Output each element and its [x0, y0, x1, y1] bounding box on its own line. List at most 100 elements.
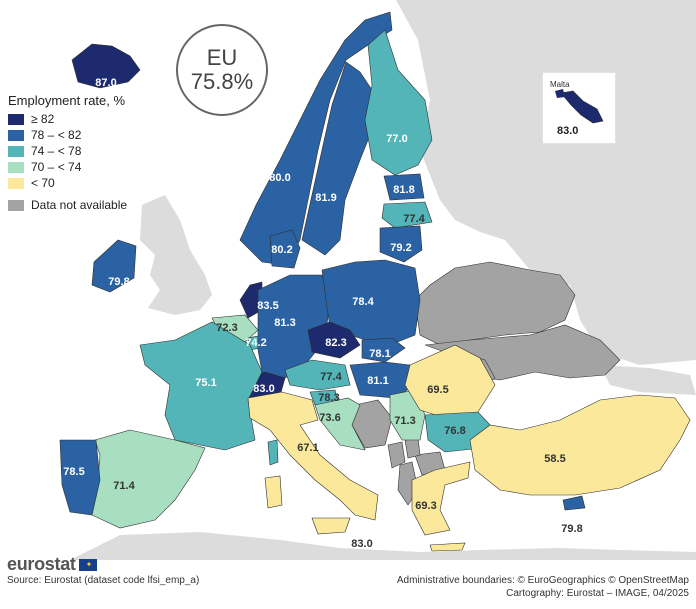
malta-inset-value: 83.0: [557, 125, 579, 137]
label-croatia: 73.6: [319, 412, 340, 424]
label-serbia: 71.3: [394, 415, 415, 427]
label-malta: 83.0: [351, 538, 372, 550]
sicily-shape: [311, 517, 351, 535]
lithuania-shape: [379, 225, 423, 263]
austria-shape: [284, 359, 351, 391]
malta-inset-title: Malta: [550, 80, 570, 89]
label-france: 75.1: [195, 377, 216, 389]
label-romania: 69.5: [427, 384, 448, 396]
eurostat-logo: eurostat ✦: [7, 554, 97, 575]
eu-average-badge: EU 75.8%: [176, 24, 268, 116]
legend-label: 74 – < 78: [31, 144, 82, 158]
caucasus-land: [600, 365, 696, 395]
czechia-shape: [307, 321, 361, 359]
legend-label: ≥ 82: [31, 112, 55, 126]
legend-item-3: 74 – < 78: [8, 143, 127, 159]
countries: [59, 11, 691, 552]
label-czechia: 82.3: [325, 337, 346, 349]
portugal-shape: [59, 439, 101, 516]
iceland-shape: [71, 43, 141, 89]
label-austria: 77.4: [320, 371, 342, 383]
legend-swatch: [8, 145, 24, 157]
croatia-shape: [314, 397, 366, 451]
label-turkey: 58.5: [544, 453, 565, 465]
spain-shape: [91, 429, 206, 529]
non-eu-land: [70, 0, 696, 560]
label-belgium: 72.3: [216, 322, 237, 334]
legend-swatch: [8, 113, 24, 125]
estonia-shape: [383, 173, 425, 201]
legend-title: Employment rate, %: [8, 93, 126, 108]
latvia-shape: [381, 201, 433, 229]
label-portugal: 78.5: [63, 466, 84, 478]
label-lithuania: 79.2: [390, 242, 411, 254]
russia-land: [396, 0, 696, 365]
credits: Administrative boundaries: © EuroGeograp…: [397, 574, 689, 600]
label-finland: 77.0: [386, 133, 407, 145]
legend: Employment rate, % ≥ 82 78 – < 82 74 – <…: [8, 93, 127, 213]
label-switzerland: 83.0: [253, 383, 274, 395]
poland-shape: [321, 259, 421, 346]
crete-shape: [429, 542, 466, 552]
legend-item-5: < 70: [8, 175, 127, 191]
source-note: Source: Eurostat (dataset code lfsi_emp_…: [7, 575, 200, 586]
label-greece: 69.3: [415, 500, 436, 512]
legend-swatch: [8, 161, 24, 173]
legend-swatch: [8, 129, 24, 141]
label-hungary: 81.1: [367, 375, 388, 387]
malta-inset-map: [555, 89, 604, 124]
malta-inset: Malta 83.0: [542, 72, 616, 144]
finland-shape: [364, 29, 433, 176]
label-sweden: 81.9: [315, 192, 336, 204]
label-ireland: 79.8: [108, 276, 129, 288]
legend-label: 78 – < 82: [31, 128, 82, 142]
label-netherlands: 83.5: [257, 300, 278, 312]
legend-swatch: [8, 177, 24, 189]
credits-boundaries: Administrative boundaries: © EuroGeograp…: [396, 575, 689, 586]
credits-cartography: Cartography: Eurostat – IMAGE, 04/2025: [506, 588, 689, 599]
malta-island-shape: [560, 90, 604, 124]
label-spain: 71.4: [113, 480, 135, 492]
slovakia-shape: [361, 337, 406, 363]
stars-icon: ✦: [85, 559, 93, 569]
legend-item-2: 78 – < 82: [8, 127, 127, 143]
cyprus-shape: [562, 495, 586, 511]
label-iceland: 87.0: [95, 77, 116, 89]
label-norway: 80.0: [269, 172, 290, 184]
eu-flag-icon: ✦: [78, 558, 97, 571]
gozo-island-shape: [555, 89, 565, 98]
label-luxembourg: 74.2: [245, 337, 266, 349]
label-estonia: 81.8: [393, 184, 414, 196]
value-labels: 87.0 80.0 81.9 77.0 81.8 77.4 79.2 80.2 …: [63, 77, 582, 550]
label-slovenia: 78.3: [318, 392, 339, 404]
label-denmark: 80.2: [271, 244, 292, 256]
denmark-shape: [269, 229, 301, 269]
uk-land: [140, 195, 212, 315]
label-slovakia: 78.1: [369, 348, 390, 360]
ireland-shape: [91, 239, 137, 293]
legend-item-6: Data not available: [8, 197, 127, 213]
africa-land: [70, 532, 696, 560]
legend-label: < 70: [31, 176, 55, 190]
sardinia-shape: [264, 475, 283, 509]
label-poland: 78.4: [352, 296, 374, 308]
label-bulgaria: 76.8: [444, 425, 465, 437]
legend-label: Data not available: [31, 198, 128, 212]
eu-badge-value: 75.8%: [190, 69, 254, 94]
label-italy: 67.1: [297, 442, 318, 454]
eu-badge-label: EU: [206, 45, 238, 70]
label-germany: 81.3: [274, 317, 295, 329]
montenegro-shape: [387, 441, 406, 469]
france-shape: [139, 321, 263, 451]
legend-swatch: [8, 199, 24, 211]
legend-item-1: ≥ 82: [8, 111, 127, 127]
greece-shape: [411, 461, 471, 536]
kosovo-shape: [404, 437, 421, 459]
corsica-shape: [267, 439, 279, 466]
label-latvia: 77.4: [403, 213, 425, 225]
legend-item-4: 70 – < 74: [8, 159, 127, 175]
italy-shape: [247, 391, 379, 521]
eurostat-logo-text: eurostat: [7, 554, 76, 574]
legend-label: 70 – < 74: [31, 160, 82, 174]
